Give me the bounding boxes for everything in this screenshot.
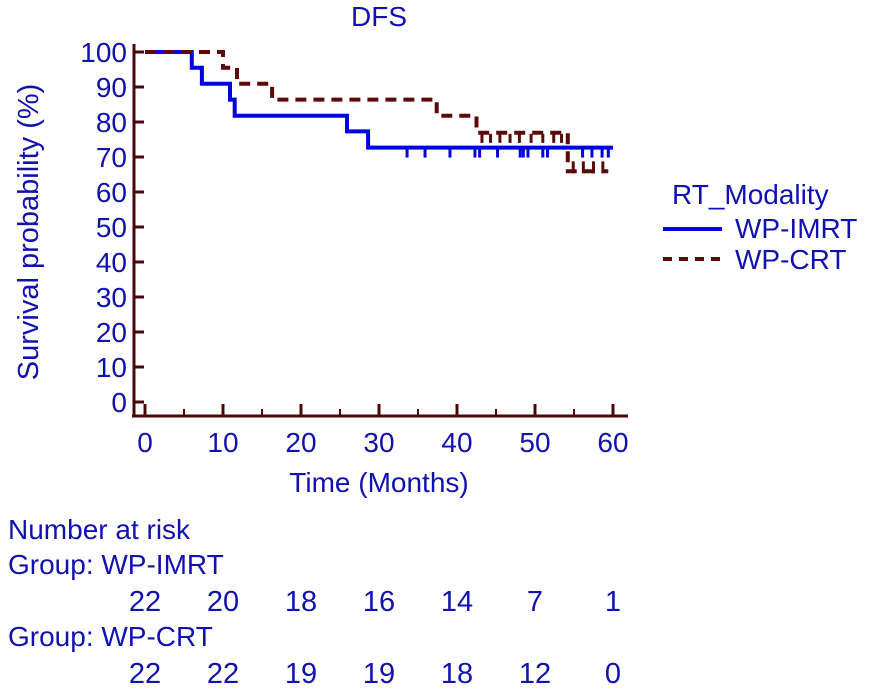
x-axis-title: Time (Months) [289, 467, 469, 498]
legend-label-wp-crt: WP-CRT [735, 244, 847, 275]
x-tick-label: 30 [363, 427, 395, 458]
legend-title: RT_Modality [672, 179, 829, 210]
chart-title: DFS [351, 1, 407, 32]
y-tick-label: 70 [95, 142, 127, 173]
y-tick-label: 30 [95, 282, 127, 313]
y-tick-label: 100 [80, 37, 127, 68]
y-tick-label: 60 [95, 177, 127, 208]
x-tick-label: 10 [207, 427, 239, 458]
legend-label-wp-imrt: WP-IMRT [735, 213, 858, 244]
risk-table-title: Number at risk [8, 514, 191, 545]
x-tick-label: 50 [519, 427, 551, 458]
risk-count: 22 [128, 586, 162, 618]
risk-count: 0 [604, 658, 622, 690]
risk-group-label-wp-crt: Group: WP-CRT [8, 621, 213, 652]
x-tick-label: 60 [597, 427, 629, 458]
y-tick-label: 80 [95, 107, 127, 138]
y-tick-label: 40 [95, 247, 127, 278]
y-tick-label: 90 [95, 72, 127, 103]
risk-count: 18 [284, 586, 318, 618]
y-tick-label: 0 [111, 387, 127, 418]
y-tick-label: 10 [95, 352, 127, 383]
risk-group-label-wp-imrt: Group: WP-IMRT [8, 549, 224, 580]
risk-count: 18 [440, 658, 474, 690]
x-tick-label: 40 [441, 427, 473, 458]
wp-imrt-curve [145, 50, 613, 150]
risk-count: 16 [362, 586, 396, 618]
y-tick-label: 50 [95, 212, 127, 243]
x-tick-label: 20 [285, 427, 317, 458]
risk-count: 20 [206, 586, 240, 618]
risk-count: 14 [440, 586, 474, 618]
risk-count: 19 [362, 658, 396, 690]
risk-count: 19 [284, 658, 318, 690]
risk-count: 1 [604, 586, 622, 618]
x-tick-label: 0 [137, 427, 153, 458]
risk-count: 12 [518, 658, 552, 690]
risk-count: 22 [128, 658, 162, 690]
risk-count: 7 [526, 586, 544, 618]
wp-crt-curve [145, 50, 609, 174]
y-tick-label: 20 [95, 317, 127, 348]
risk-count: 22 [206, 658, 240, 690]
